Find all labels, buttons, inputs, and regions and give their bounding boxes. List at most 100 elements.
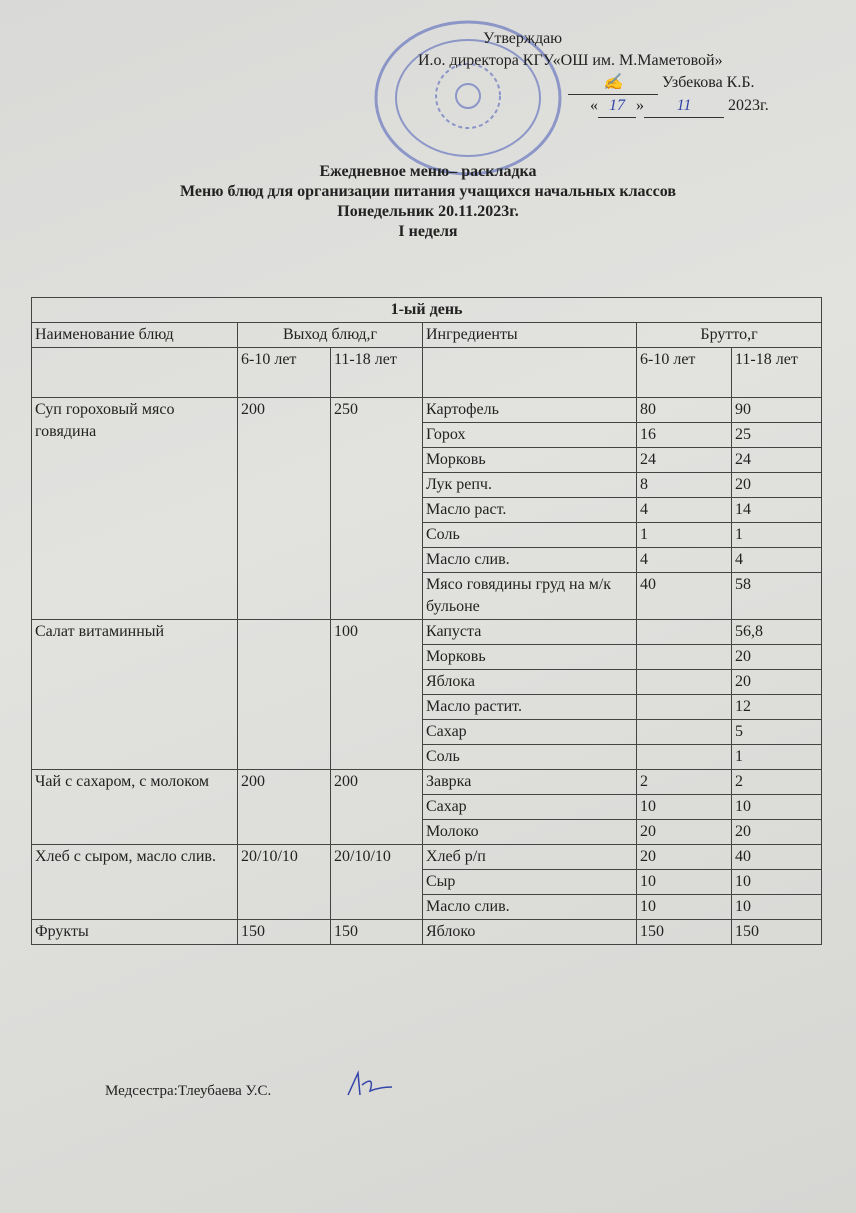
ingredient-name: Масло слив. [422, 547, 637, 573]
gross-6-10: 1 [636, 522, 732, 548]
gross-11-18: 1 [730, 744, 823, 770]
gross-11-18: 150 [730, 919, 823, 945]
header-yield: Выход блюд,г [237, 322, 423, 348]
table-row: Масло слив. 4 4 [32, 547, 823, 573]
header-dish: Наименование блюд [31, 322, 238, 348]
nurse-signature-line: Медсестра:Тлеубаева У.С. [105, 1083, 272, 1099]
title-4: I неделя [398, 223, 458, 240]
subheader-yield-6-10: 6-10 лет [237, 347, 331, 398]
header-ingredients: Ингредиенты [422, 322, 637, 348]
gross-11-18: 25 [730, 422, 823, 448]
table-row: Хлеб с сыром, масло слив. 20/10/10 20/10/1… [31, 844, 823, 920]
gross-6-10: 10 [636, 794, 732, 820]
gross-6-10 [636, 744, 732, 770]
dish-yield-11-18: 200 [330, 769, 423, 845]
gross-6-10: 20 [636, 819, 732, 845]
dish-yield-11-18: 100 [330, 619, 423, 770]
dish-yield-6-10: 150 [237, 919, 331, 945]
gross-11-18: 24 [730, 447, 823, 473]
table-row: Горох 16 25 [32, 422, 823, 448]
gross-6-10 [636, 719, 732, 745]
approval-block: Утверждаю И.о. директора КГУ«ОШ им. М.Ма… [380, 28, 800, 118]
signer-name: Узбекова К.Б. [662, 74, 755, 91]
dish-name: Хлеб с сыром, масло слив. [31, 844, 238, 920]
gross-11-18: 90 [730, 397, 823, 423]
title-1: Ежедневное меню– раскладка [319, 163, 537, 180]
table-row: Соль 1 1 [32, 522, 823, 548]
director-signature: ✍ [568, 72, 658, 95]
dish-name: Суп гороховый мясо говядина [31, 397, 238, 620]
ingredient-name: Сыр [422, 869, 637, 895]
menu-table: 1-ый день Наименование блюд Выход блюд,г… [30, 297, 823, 945]
ingredient-name: Молоко [422, 819, 637, 845]
gross-11-18: 20 [730, 669, 823, 695]
dish-yield-6-10: 200 [237, 769, 331, 845]
table-row: Мясо говядины груд на м/к бульоне 40 58 [32, 572, 823, 620]
subheader-empty [31, 347, 238, 398]
gross-6-10: 150 [636, 919, 732, 945]
ingredient-name: Лук репч. [422, 472, 637, 498]
gross-11-18: 20 [730, 472, 823, 498]
approval-position: И.о. директора КГУ«ОШ им. М.Маметовой» [418, 52, 723, 69]
ingredient-name: Капуста [422, 619, 637, 645]
ingredient-name: Мясо говядины груд на м/к бульоне [422, 572, 637, 620]
ingredient-name: Хлеб р/п [422, 844, 637, 870]
gross-11-18: 20 [730, 819, 823, 845]
gross-6-10: 10 [636, 894, 732, 920]
dish-name: Салат витаминный [31, 619, 238, 770]
subheader-empty [422, 347, 637, 398]
ingredient-name: Соль [422, 744, 637, 770]
gross-6-10: 4 [636, 547, 732, 573]
subheader-yield-11-18: 11-18 лет [330, 347, 423, 398]
gross-11-18: 58 [730, 572, 823, 620]
gross-11-18: 14 [730, 497, 823, 523]
table-row: Масло растит. 12 [32, 694, 823, 720]
gross-11-18: 4 [730, 547, 823, 573]
dish-name: Фрукты [31, 919, 238, 945]
dish-yield-11-18: 150 [330, 919, 423, 945]
ingredient-name: Горох [422, 422, 637, 448]
gross-11-18: 20 [730, 644, 823, 670]
gross-6-10 [636, 694, 732, 720]
table-row: Масло раст. 4 14 [32, 497, 823, 523]
subheader-gross-11-18: 11-18 лет [730, 347, 823, 398]
gross-6-10: 24 [636, 447, 732, 473]
table-row: Салат витаминный 100 Капуста 56,8 [31, 619, 823, 770]
gross-11-18: 2 [730, 769, 823, 795]
table-row: Фрукты 150 150 Яблоко 150 150 [31, 919, 823, 945]
official-stamp [374, 20, 562, 176]
gross-11-18: 56,8 [730, 619, 823, 645]
table-row: Морковь 24 24 [32, 447, 823, 473]
gross-11-18: 10 [730, 894, 823, 920]
gross-6-10: 80 [636, 397, 732, 423]
subheader-gross-6-10: 6-10 лет [636, 347, 732, 398]
table-row: Лук репч. 8 20 [32, 472, 823, 498]
gross-6-10: 2 [636, 769, 732, 795]
gross-6-10: 4 [636, 497, 732, 523]
nurse-signature [347, 1070, 393, 1096]
gross-11-18: 1 [730, 522, 823, 548]
dish-yield-6-10: 20/10/10 [237, 844, 331, 920]
header-gross: Брутто,г [635, 322, 823, 348]
day-header: 1-ый день [30, 297, 823, 323]
gross-6-10 [636, 644, 732, 670]
ingredient-name: Морковь [422, 644, 637, 670]
gross-11-18: 12 [730, 694, 823, 720]
ingredient-name: Сахар [422, 794, 637, 820]
gross-11-18: 40 [730, 844, 823, 870]
document-titles: Ежедневное меню– раскладка Меню блюд для… [0, 162, 856, 242]
gross-6-10 [636, 669, 732, 695]
ingredient-name: Яблока [422, 669, 637, 695]
approval-month: 11 [644, 95, 724, 118]
dish-yield-6-10: 200 [237, 397, 331, 620]
dish-yield-6-10 [237, 619, 331, 770]
table-row: Молоко 20 20 [32, 819, 823, 845]
table-row: Морковь 20 [32, 644, 823, 670]
gross-6-10: 10 [636, 869, 732, 895]
ingredient-name: Масло растит. [422, 694, 637, 720]
ingredient-name: Соль [422, 522, 637, 548]
approval-year: 2023г. [728, 97, 769, 114]
gross-11-18: 5 [730, 719, 823, 745]
ingredient-name: Масло раст. [422, 497, 637, 523]
gross-6-10: 8 [636, 472, 732, 498]
